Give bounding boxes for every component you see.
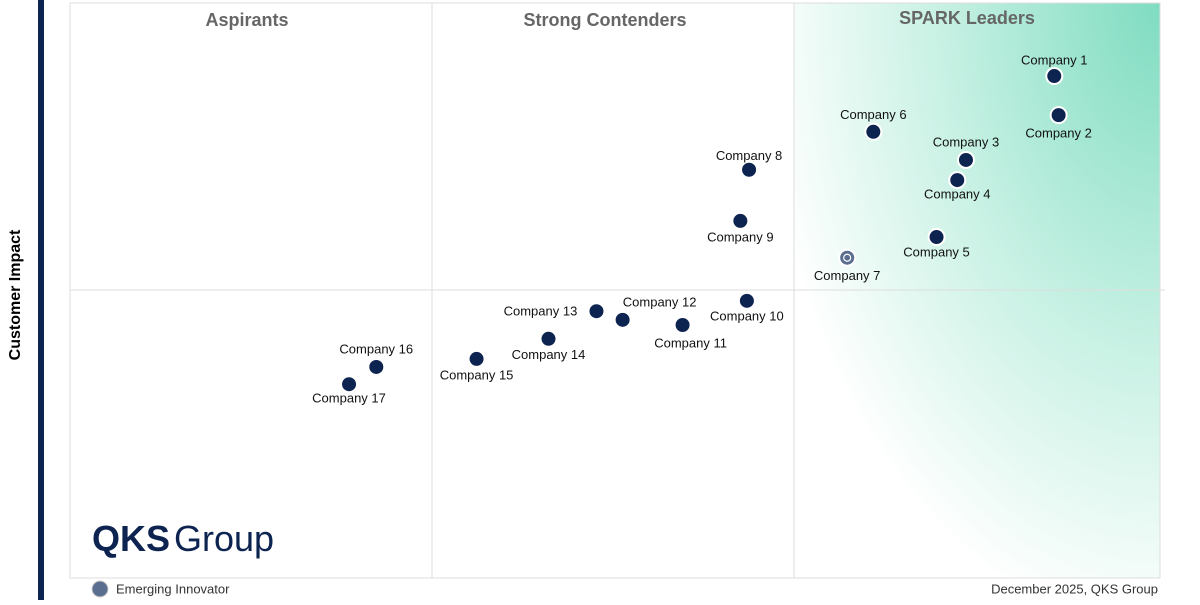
company-point [367, 357, 386, 376]
innovator-icon [843, 253, 852, 262]
company-point [731, 211, 750, 230]
company-point [737, 291, 756, 310]
logo-qks: QKS [92, 518, 170, 559]
company-point [673, 316, 692, 334]
company-label: Company 12 [623, 294, 697, 309]
company-point [1045, 67, 1064, 86]
company-label: Company 14 [512, 347, 586, 362]
company-label: Company 9 [707, 229, 773, 244]
logo-group: Group [174, 518, 274, 559]
axis-bar [38, 0, 44, 600]
company-label: Company 4 [924, 187, 990, 202]
company-label: Company 13 [504, 304, 578, 319]
company-point [740, 160, 759, 179]
legend-icon [91, 580, 109, 598]
company-point [340, 375, 359, 394]
company-label: Company 8 [716, 148, 782, 163]
company-label: Company 15 [440, 367, 514, 382]
y-axis-label: Customer Impact [7, 229, 24, 360]
footer: December 2025, QKS Group [991, 581, 1158, 596]
company-label: Company 10 [710, 308, 784, 323]
company-label: Company 11 [654, 335, 727, 350]
company-label: Company 5 [903, 244, 969, 259]
company-label: Company 16 [339, 341, 413, 356]
company-point [613, 310, 632, 329]
company-point [838, 248, 857, 267]
company-point [1049, 106, 1068, 125]
company-label: Company 3 [933, 134, 999, 149]
company-label: Company 7 [814, 268, 880, 283]
company-label: Company 6 [840, 107, 906, 122]
quadrant-title: Aspirants [205, 10, 288, 30]
logo: QKS Group [92, 518, 274, 559]
quadrant-title: SPARK Leaders [899, 8, 1035, 28]
company-point [864, 122, 883, 141]
company-label: Company 1 [1021, 52, 1087, 67]
company-label: Company 17 [312, 391, 386, 406]
company-point [948, 171, 967, 190]
quadrant-title: Strong Contenders [523, 10, 686, 30]
legend-label: Emerging Innovator [116, 581, 230, 596]
company-point [467, 349, 486, 368]
company-point [587, 302, 606, 321]
company-label: Company 2 [1025, 126, 1091, 141]
company-point [539, 329, 558, 348]
company-point [927, 228, 946, 247]
company-point [956, 150, 975, 169]
